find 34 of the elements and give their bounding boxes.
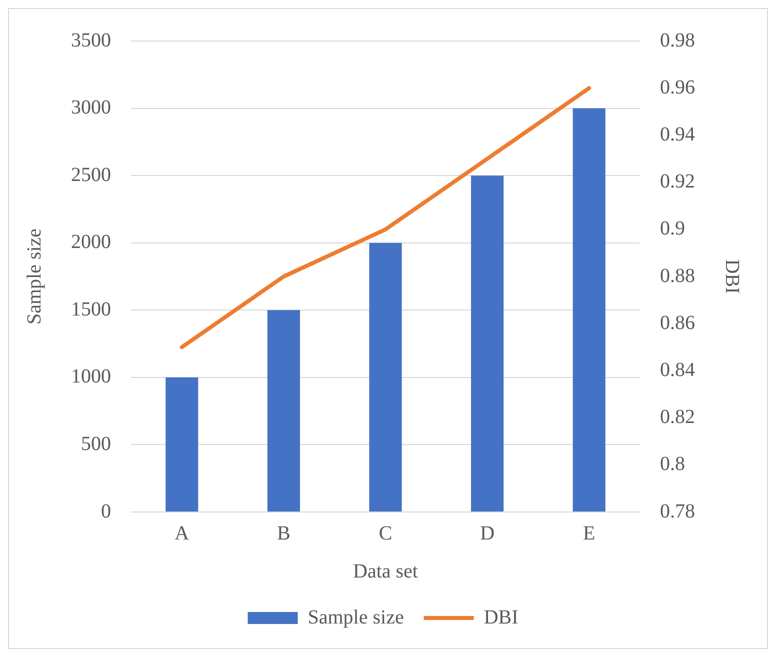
bar [471, 176, 504, 512]
y-tick-label: 2500 [71, 164, 111, 186]
y2-tick-label: 0.88 [660, 264, 695, 287]
x-tick-label: D [480, 522, 495, 544]
y-axis-title: Sample size [23, 228, 46, 325]
y2-tick-label: 0.84 [660, 358, 695, 381]
y-tick-label: 2000 [71, 231, 111, 254]
y-tick-label: 3000 [71, 96, 111, 119]
y2-tick-label: 0.86 [660, 312, 695, 334]
y2-tick-label: 0.78 [660, 500, 695, 522]
y-tick-label: 0 [101, 500, 111, 522]
y2-tick-label: 0.82 [660, 406, 695, 428]
y-tick-label: 1500 [71, 298, 111, 320]
bar [369, 242, 402, 512]
y2-tick-label: 0.98 [660, 29, 695, 52]
y2-tick-label: 0.96 [660, 76, 695, 98]
y2-tick-label: 0.8 [660, 453, 685, 476]
bar [267, 310, 300, 512]
x-tick-label: C [378, 522, 392, 544]
x-axis-title: Data set [353, 560, 418, 582]
bar [572, 108, 606, 512]
bar [166, 377, 198, 512]
legend-label: Sample size [308, 606, 404, 628]
x-tick-label: A [174, 522, 190, 544]
y-tick-label: 500 [81, 432, 111, 455]
x-tick-label: E [582, 522, 596, 544]
y2-axis-title: DBI [720, 259, 743, 294]
y2-tick-label: 0.92 [660, 170, 695, 193]
y2-tick-label: 0.9 [660, 218, 685, 240]
y2-tick-label: 0.94 [660, 123, 695, 146]
y-tick-label: 1000 [71, 366, 111, 388]
legend-label: DBI [484, 606, 518, 628]
x-tick-label: B [277, 522, 290, 544]
y-tick-label: 3500 [71, 29, 111, 52]
